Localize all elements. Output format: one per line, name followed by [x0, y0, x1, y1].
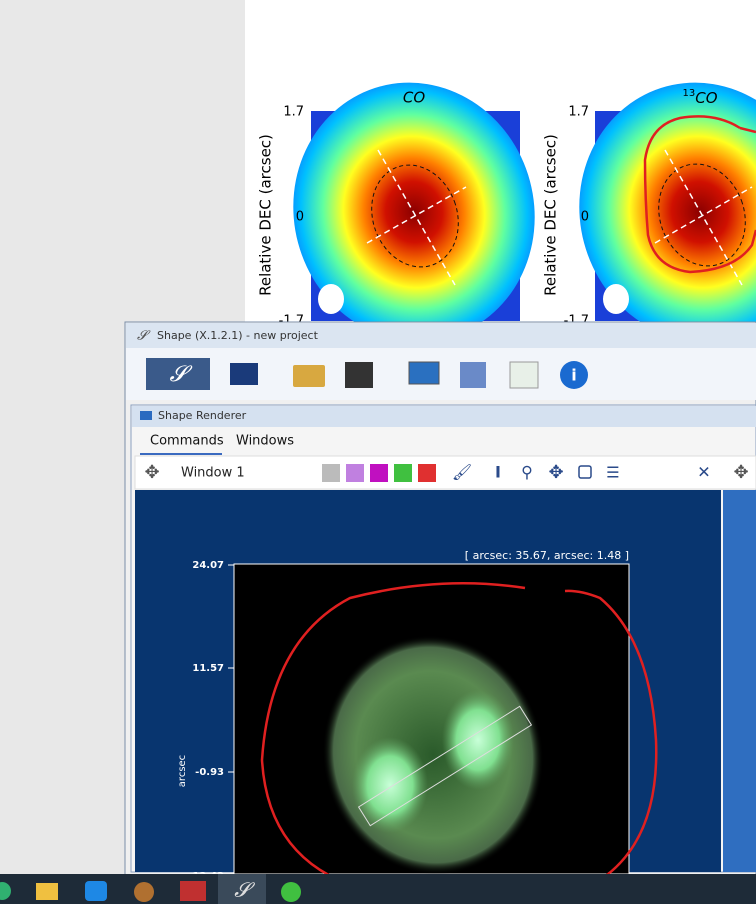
select-icon[interactable] — [578, 465, 592, 479]
taskbar-app-active[interactable] — [218, 874, 266, 904]
renderer-toolbar — [134, 455, 756, 490]
side-panel — [723, 490, 756, 872]
close-icon[interactable]: ✕ — [697, 463, 710, 482]
zoom-icon[interactable]: ⚲ — [521, 463, 533, 482]
y-tick-label: 0 — [581, 210, 589, 225]
renderer-title: Shape Renderer — [158, 409, 247, 422]
taskbar-app[interactable] — [0, 882, 11, 900]
decoration — [357, 705, 533, 827]
y-tick-label: -0.93 — [195, 767, 224, 778]
logo-button[interactable] — [146, 358, 210, 390]
window-title: Shape (X.1.2.1) - new project — [157, 329, 319, 342]
decoration — [318, 284, 344, 314]
menu-item[interactable]: Commands — [150, 434, 224, 449]
pan-icon[interactable]: ✥ — [548, 462, 563, 483]
decoration — [664, 149, 743, 286]
y-axis-label: arcsec — [177, 755, 188, 787]
superscript: 13 — [682, 88, 695, 99]
decoration — [603, 284, 629, 314]
colormap-button[interactable] — [346, 464, 364, 482]
taskbar-app[interactable] — [180, 881, 206, 901]
y-tick-label: 1.7 — [568, 105, 589, 120]
renderer-icon — [140, 411, 152, 420]
console-button[interactable] — [230, 363, 258, 385]
settings-icon[interactable]: ☰ — [606, 464, 619, 482]
panel-title: 13CO — [682, 88, 717, 107]
y-tick-label: 11.57 — [192, 663, 224, 674]
decoration — [377, 149, 456, 286]
info-icon: i — [571, 366, 576, 385]
3d-button[interactable] — [460, 362, 486, 388]
decoration — [0, 874, 756, 904]
decoration — [371, 164, 459, 268]
title-text: CO — [695, 89, 717, 107]
decoration — [658, 163, 746, 267]
colormap-button[interactable] — [370, 464, 388, 482]
decoration — [442, 690, 514, 790]
text-icon[interactable]: I — [495, 463, 501, 482]
decoration — [643, 115, 756, 274]
panel: 13CO 1.7 0 -1.7 Relative DEC (arcsec) — [542, 82, 756, 342]
taskbar-app[interactable] — [281, 882, 301, 902]
colormap-button[interactable] — [394, 464, 412, 482]
panel: CO 1.7 0 -1.7 Relative DEC (arcsec) — [257, 82, 535, 342]
brush-icon[interactable]: 🖌 — [452, 463, 472, 482]
decoration — [654, 186, 753, 244]
y-axis-label: Relative DEC (arcsec) — [257, 134, 275, 296]
colormap-button[interactable] — [322, 464, 340, 482]
y-tick-label: 1.7 — [283, 105, 304, 120]
title-bar — [126, 323, 756, 348]
decoration — [366, 186, 467, 244]
y-tick-label: 24.07 — [192, 560, 224, 571]
open-button[interactable] — [293, 365, 325, 387]
move-icon[interactable]: ✥ — [144, 462, 159, 483]
app-window: 𝓢 Shape (X.1.2.1) - new project 𝓢 i Shap… — [124, 321, 756, 894]
plot-button[interactable] — [509, 361, 539, 389]
panel-title: CO — [403, 89, 425, 107]
taskbar: 𝓢 — [0, 874, 756, 904]
render-button[interactable] — [408, 361, 440, 385]
save-button[interactable] — [345, 362, 373, 388]
y-axis-label: Relative DEC (arcsec) — [542, 134, 560, 296]
toolbar — [126, 348, 756, 400]
taskbar-app[interactable] — [134, 882, 154, 902]
taskbar-app[interactable] — [36, 883, 58, 900]
decoration — [352, 737, 428, 833]
taskbar-app[interactable] — [85, 881, 107, 901]
window-select[interactable]: Window 1 — [181, 466, 245, 481]
menu-item[interactable]: Windows — [236, 434, 294, 449]
coords-readout: [ arcsec: 35.67, arcsec: 1.48 ] — [465, 549, 629, 562]
move-icon[interactable]: ✥ — [733, 462, 748, 483]
y-tick-label: 0 — [296, 210, 304, 225]
info-button[interactable] — [560, 361, 588, 389]
colormap-button[interactable] — [418, 464, 436, 482]
renderer-title-bar — [132, 406, 756, 427]
